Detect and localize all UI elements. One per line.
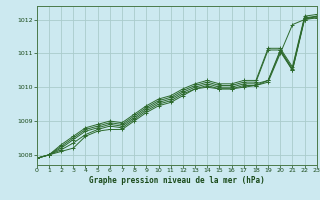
X-axis label: Graphe pression niveau de la mer (hPa): Graphe pression niveau de la mer (hPa) [89,176,265,185]
